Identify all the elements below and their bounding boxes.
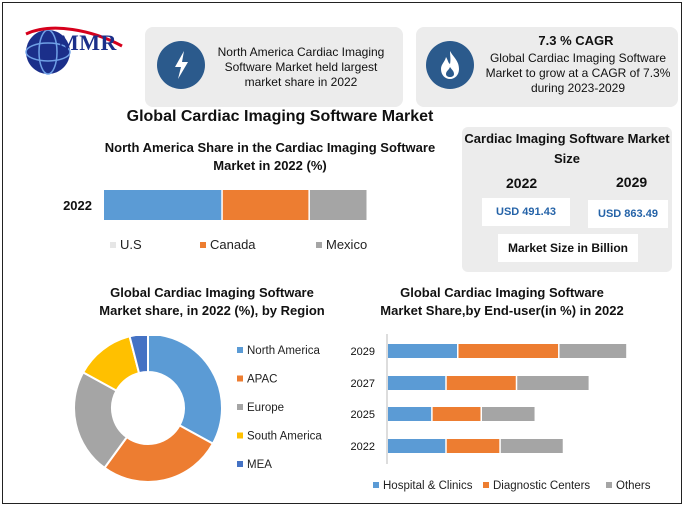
bar-mexico (309, 190, 367, 220)
flame-icon (426, 41, 474, 89)
legend-label-europe: Europe (247, 402, 284, 414)
legend-label-mea: MEA (247, 459, 272, 471)
bar-2027-hospital-clinics (388, 376, 446, 390)
end-user-chart-title: Global Cardiac Imaging Software Market S… (380, 285, 624, 318)
info-box-2-text: Global Cardiac Imaging Software Market t… (485, 51, 671, 95)
bar-canada (222, 190, 309, 220)
slice-mea (128, 336, 149, 375)
market-size-year-2022: 2022 (506, 175, 538, 191)
category-label-2025: 2025 (351, 409, 375, 421)
bar-2025-others (482, 407, 535, 421)
legend-swatch-mexico (316, 242, 322, 248)
info-box-largest-share: North America Cardiac Imaging Software M… (145, 27, 403, 107)
legend-label-mexico: Mexico (326, 237, 367, 252)
slice-apac (103, 423, 215, 483)
lightning-icon (157, 41, 205, 89)
legend-swatch-hospital-clinics (373, 482, 379, 488)
info-box-1-text: North America Cardiac Imaging Software M… (217, 45, 385, 89)
bar-2022-diagnostic-centers (446, 439, 500, 453)
market-size-unit: Market Size in Billion (498, 234, 638, 262)
bar-2022-others (500, 439, 563, 453)
legend-label-u-s: U.S (120, 237, 142, 252)
legend-label-diagnostic-centers: Diagnostic Centers (493, 480, 590, 492)
bar-2022-hospital-clinics (388, 439, 446, 453)
legend-swatch-mea (237, 461, 243, 467)
market-size-year-2029: 2029 (616, 174, 648, 190)
slice-north-america (147, 336, 223, 446)
legend-label-hospital-clinics: Hospital & Clinics (383, 480, 473, 492)
bar-2027-others (517, 376, 589, 390)
bar-2025-diagnostic-centers (432, 407, 481, 421)
bar-2029-others (559, 344, 627, 358)
region-chart-title: Global Cardiac Imaging Software Market s… (99, 285, 325, 318)
legend-label-north-america: North America (247, 345, 320, 357)
page-title: Global Cardiac Imaging Software Market (126, 108, 434, 125)
info-box-cagr: 7.3 % CAGR Global Cardiac Imaging Softwa… (416, 27, 678, 107)
region-donut-chart: North America APAC Europe South America MEA (73, 336, 322, 483)
logo-text: MMR (58, 30, 117, 55)
end-user-share-chart: 2029 2027 2025 2022 Hospital & Clinics Diagno… (351, 334, 651, 492)
legend-swatch-canada (200, 242, 206, 248)
legend-label-apac: APAC (247, 374, 277, 386)
page-frame (2, 2, 682, 504)
north-america-share-chart: 2022 U.S Canada Mexico (63, 190, 367, 252)
market-size-panel: Cardiac Imaging Software Market Size 202… (462, 127, 672, 272)
legend-swatch-diagnostic-centers (483, 482, 489, 488)
bar-2025-hospital-clinics (388, 407, 432, 421)
legend-swatch-apac (237, 375, 243, 382)
legend-swatch-europe (237, 404, 243, 410)
legend-swatch-north-america (237, 347, 243, 353)
legend-label-south-america: South America (247, 431, 322, 443)
legend-swatch-south-america (237, 432, 243, 439)
cagr-title: 7.3 % CAGR (538, 33, 614, 48)
market-size-title: Cardiac Imaging Software Market Size (464, 131, 670, 166)
legend-swatch-u-s (110, 242, 116, 248)
bar-u-s (104, 190, 222, 220)
mmr-logo (25, 26, 123, 75)
bar-2029-hospital-clinics (388, 344, 457, 358)
legend-swatch-others (606, 482, 612, 488)
category-label-2022: 2022 (63, 198, 92, 213)
bar-2029-diagnostic-centers (458, 344, 559, 358)
category-label-2022: 2022 (351, 441, 375, 453)
market-size-value-2029: USD 863.49 (588, 200, 668, 228)
bar-2027-diagnostic-centers (446, 376, 516, 390)
legend-label-canada: Canada (210, 237, 256, 252)
legend-label-others: Others (616, 480, 651, 492)
north-america-chart-title: North America Share in the Cardiac Imagi… (104, 140, 436, 173)
market-size-value-2022: USD 491.43 (482, 198, 570, 226)
category-label-2027: 2027 (351, 378, 375, 390)
category-label-2029: 2029 (351, 346, 375, 358)
